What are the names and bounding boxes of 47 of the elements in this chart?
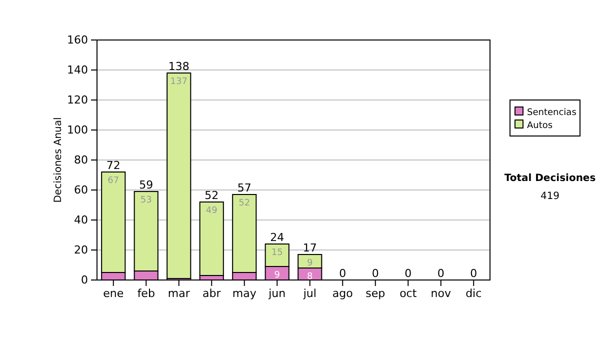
y-tick-label: 100 — [67, 124, 88, 137]
legend-label: Sentencias — [527, 108, 577, 118]
x-tick-label: feb — [137, 286, 155, 300]
x-tick-label: oct — [400, 286, 418, 300]
total-label: 0 — [404, 267, 412, 280]
total-label: 0 — [437, 267, 444, 280]
x-tick-label: abr — [202, 286, 222, 300]
text: 419 — [540, 191, 560, 202]
total-label: 57 — [237, 182, 252, 194]
total-label: 17 — [302, 242, 317, 254]
x-tick-label: sep — [366, 286, 386, 300]
total-label: 72 — [106, 159, 120, 172]
y-tick-label: 120 — [67, 94, 88, 107]
y-tick-label: 140 — [67, 64, 88, 77]
total-label: 0 — [372, 267, 379, 280]
total-label: 0 — [470, 267, 478, 280]
y-tick-label: 0 — [81, 274, 88, 287]
y-tick-label: 40 — [74, 214, 88, 227]
total-label: 24 — [270, 231, 284, 244]
x-tick-label: ago — [332, 286, 354, 300]
x-tick-label: ene — [103, 286, 124, 300]
y-axis-title: Decisiones Anual — [53, 117, 64, 203]
total-label: 59 — [139, 178, 154, 192]
x-tick-label: mar — [168, 286, 190, 300]
y-tick-label: 20 — [74, 244, 88, 257]
x-tick-label: nov — [430, 286, 452, 300]
text: Total Decisiones — [504, 173, 596, 184]
total-label: 52 — [204, 189, 219, 202]
x-tick-label: jul — [302, 286, 316, 300]
x-tick-label: jun — [268, 286, 286, 300]
data-label: 137 — [170, 77, 188, 87]
data-label: 8 — [307, 272, 314, 282]
legend-label: Autos — [527, 121, 553, 131]
data-label: 53 — [140, 196, 152, 206]
y-tick-label: 60 — [74, 184, 88, 197]
data-label: 49 — [206, 206, 218, 216]
y-tick-label: 160 — [67, 34, 88, 47]
data-label: 9 — [307, 258, 314, 268]
data-label: 67 — [108, 176, 120, 186]
data-label: 9 — [274, 270, 280, 280]
total-label: 0 — [339, 267, 346, 280]
total-label: 138 — [168, 60, 190, 73]
data-label: 15 — [271, 248, 283, 258]
x-tick-label: may — [232, 286, 257, 300]
y-tick-label: 80 — [74, 154, 88, 167]
x-tick-label: dic — [466, 286, 482, 300]
data-label: 52 — [238, 198, 250, 208]
